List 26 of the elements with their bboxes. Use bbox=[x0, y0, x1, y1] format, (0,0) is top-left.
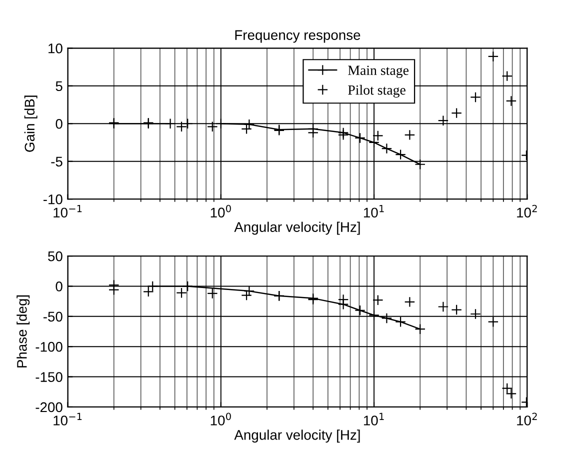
x-tick-label: 10$^{2}$ bbox=[517, 412, 537, 426]
x-tick-label: 10$^{0}$ bbox=[210, 412, 231, 426]
x-axis-title: Angular velocity [Hz] bbox=[234, 222, 360, 235]
x-tick-label: 10$^{0}$ bbox=[210, 204, 231, 218]
chart-title: Frequency response bbox=[235, 30, 360, 43]
y-tick-label: 0 bbox=[56, 282, 62, 292]
y-tick-label: -200 bbox=[36, 402, 62, 412]
y-tick-label: 10 bbox=[48, 43, 62, 54]
y-tick-label: -150 bbox=[36, 372, 62, 382]
y-axis-title: Gain [dB] bbox=[24, 96, 38, 152]
y-tick-label: -50 bbox=[43, 312, 62, 322]
x-tick-label: 10$^{−1}$ bbox=[54, 204, 82, 218]
x-tick-label: 10$^{2}$ bbox=[517, 204, 537, 218]
y-tick-label: 5 bbox=[56, 81, 62, 92]
legend-label: Main stage bbox=[348, 66, 409, 78]
y-tick-label: -100 bbox=[36, 342, 62, 352]
y-axis-title: Phase [deg] bbox=[16, 295, 30, 368]
y-tick-label: -10 bbox=[43, 194, 62, 204]
y-tick-label: -5 bbox=[51, 156, 62, 167]
x-tick-label: 10$^{1}$ bbox=[364, 204, 384, 218]
x-axis-title: Angular velocity [Hz] bbox=[234, 430, 360, 443]
y-tick-label: 0 bbox=[56, 118, 62, 129]
x-tick-label: 10$^{−1}$ bbox=[54, 412, 82, 426]
legend-label: Pilot stage bbox=[348, 84, 406, 98]
y-tick-label: 50 bbox=[48, 251, 62, 262]
x-tick-label: 10$^{1}$ bbox=[364, 412, 384, 426]
